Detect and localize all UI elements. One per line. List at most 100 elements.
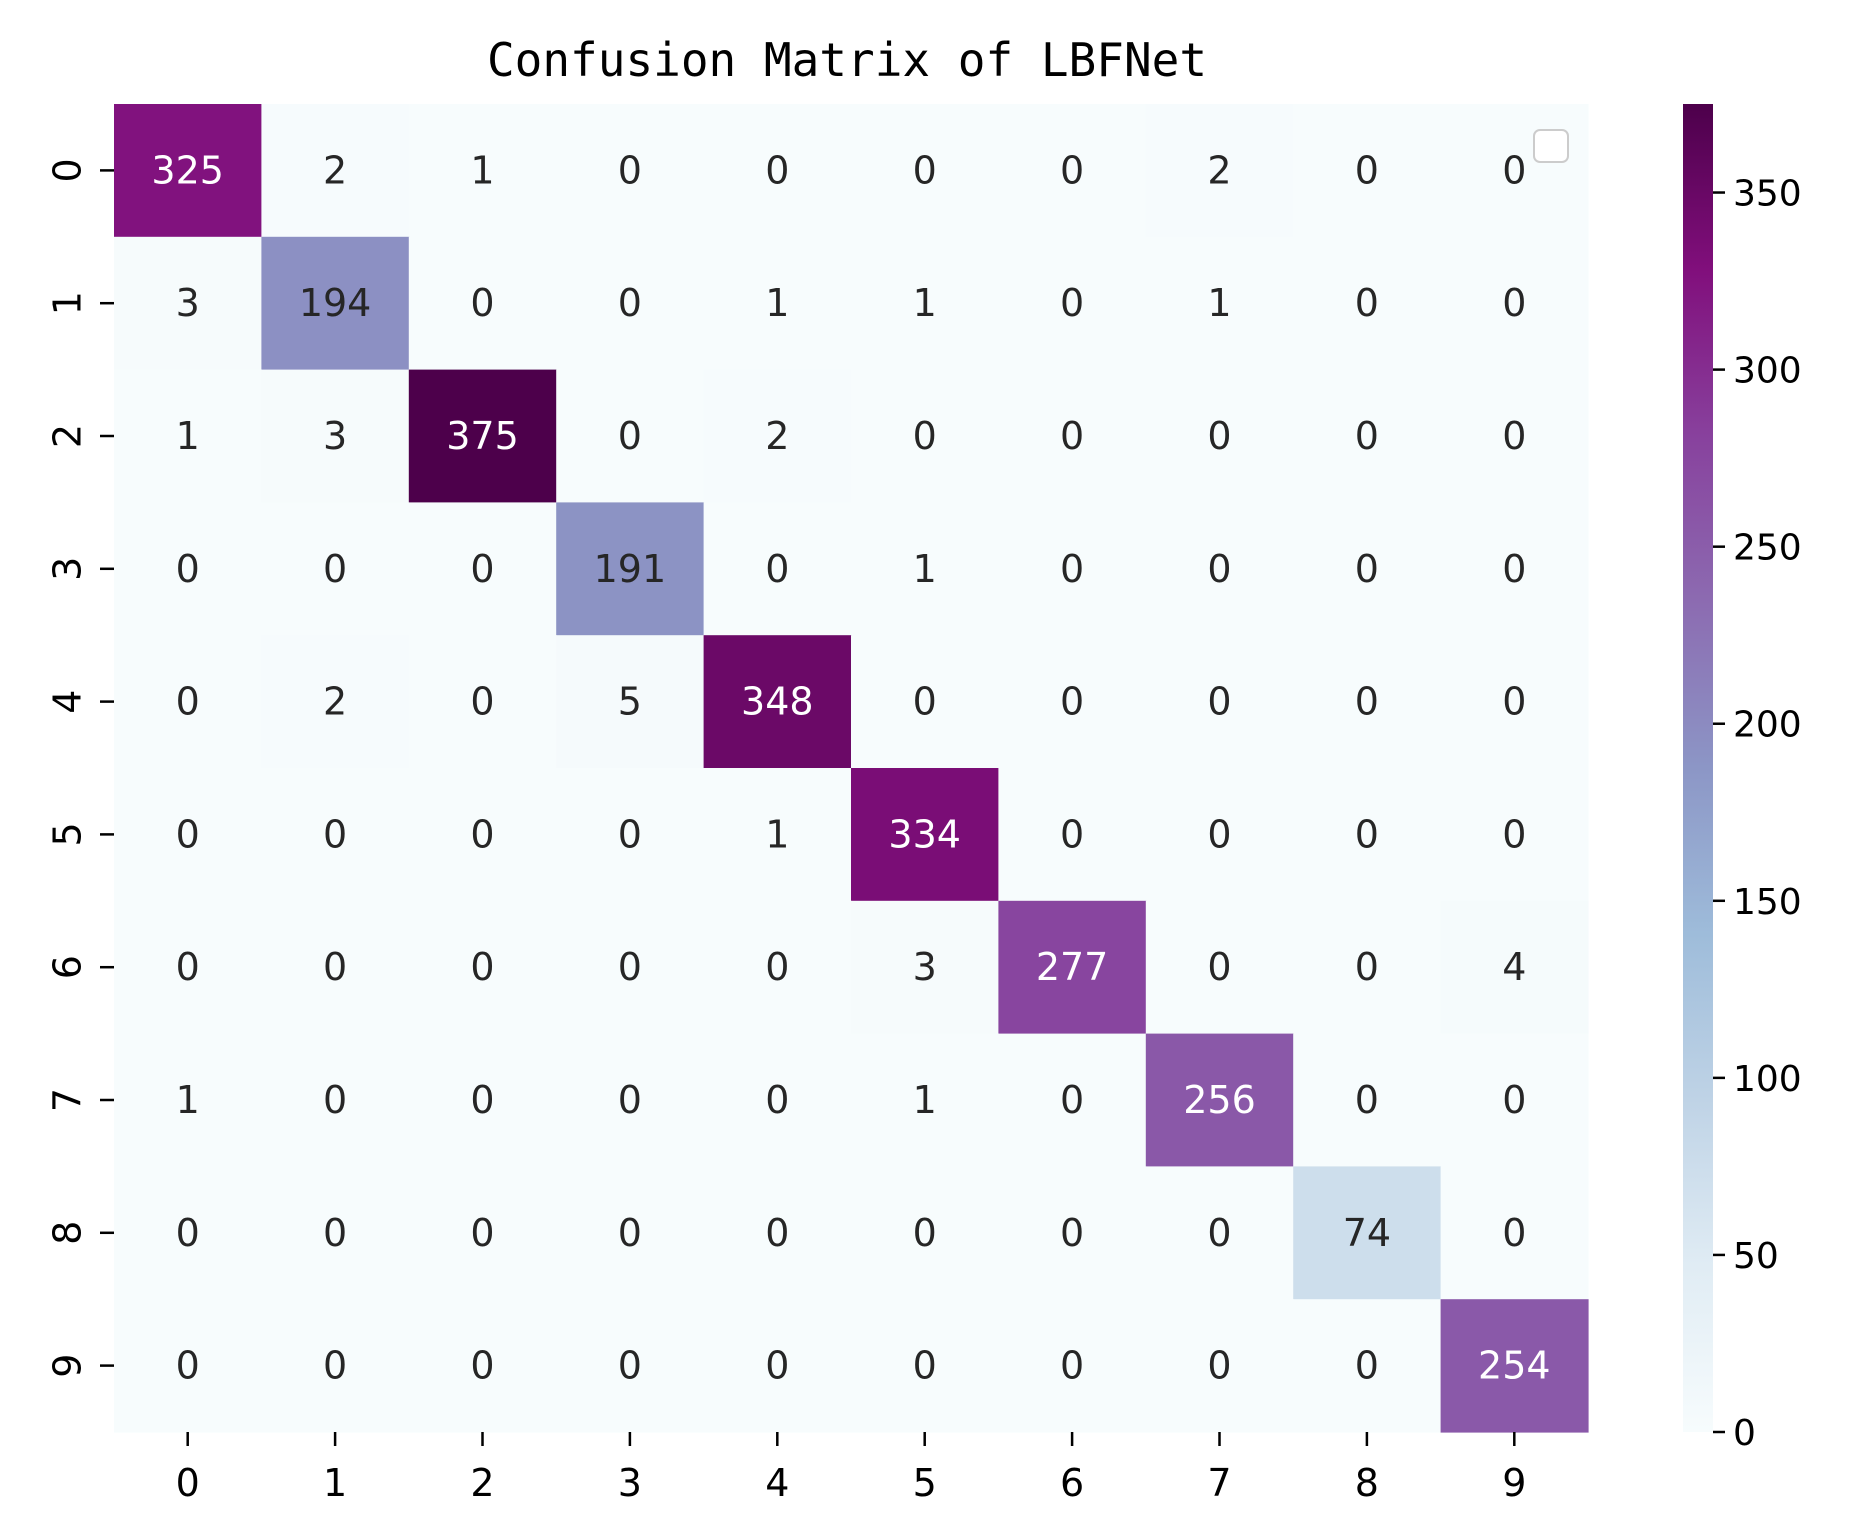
heatmap-cell [998,900,1147,1035]
cell-value-label: 0 [765,945,789,989]
cell-value-label: 0 [176,1344,200,1388]
cell-value-label: 0 [323,945,347,989]
x-tick-label: 2 [470,1461,494,1505]
cell-value-label: 0 [1207,414,1231,458]
heatmap-cells: 325 2 1 0 0 0 0 2 0 03 194 0 0 1 1 0 1 0 01 3 375 0 2 0 0 0 0 00 0 0 1… [114,104,1589,1433]
cell-value-label: 0 [1355,414,1379,458]
heatmap-cell [261,236,410,371]
cell-value-label: 0 [765,1211,789,1255]
cell-value-label: 0 [470,547,494,591]
heatmap-cell [114,1166,262,1300]
heatmap-cell [1145,502,1294,636]
cell-value-label: 0 [470,1078,494,1122]
cell-value-label: 0 [176,812,200,856]
colorbar-tick-label: 300 [1733,351,1802,392]
heatmap-cell [1440,768,1589,902]
heatmap-cell [556,236,705,371]
cell-value-label: 0 [1502,1211,1526,1255]
heatmap-cell [1440,369,1589,503]
heatmap-cell [556,635,705,769]
heatmap-cell [1145,1299,1294,1433]
heatmap-cell [998,236,1147,371]
cell-value-label: 2 [323,680,347,724]
cell-value-label: 0 [323,1211,347,1255]
y-tick-label: 5 [46,822,90,846]
cell-value-label: 2 [323,148,347,192]
x-axis: 0 1 2 3 4 5 6 7 8 9 [176,1432,1526,1505]
heatmap-cell [1293,1166,1442,1300]
y-tick-label: 1 [46,291,90,315]
heatmap-cell [1440,104,1589,238]
cell-value-label: 0 [765,1078,789,1122]
colorbar-tick-label: 50 [1733,1236,1779,1277]
cell-value-label: 1 [1207,281,1231,325]
y-tick-label: 8 [46,1221,90,1245]
heatmap-cell [261,635,410,769]
heatmap-cell [261,1299,410,1433]
colorbar-tick-label: 200 [1733,705,1802,746]
heatmap-cell [851,236,999,371]
cell-value-label: 1 [913,547,937,591]
heatmap-cell [1145,236,1294,371]
heatmap-cell [1440,900,1589,1035]
heatmap-cell [1293,104,1442,238]
y-tick-label: 4 [46,690,90,714]
colorbar-tick-label: 0 [1733,1413,1756,1454]
cell-value-label: 0 [1502,680,1526,724]
y-axis: 0 1 2 3 4 5 6 7 8 9 [46,158,114,1378]
cell-value-label: 348 [741,680,814,724]
y-tick-label: 9 [46,1354,90,1378]
cell-value-label: 0 [1355,1344,1379,1388]
heatmap-cell [1440,502,1589,636]
heatmap-cell [1145,1166,1294,1300]
cell-value-label: 1 [176,414,200,458]
cell-value-label: 0 [618,1344,642,1388]
cell-value-label: 0 [470,281,494,325]
cell-value-label: 1 [913,1078,937,1122]
cell-value-label: 0 [1355,945,1379,989]
cell-value-label: 0 [765,1344,789,1388]
heatmap-cell [114,1299,262,1433]
heatmap-cell [1293,768,1442,902]
heatmap-cell [556,104,705,238]
heatmap-cell [998,1299,1147,1433]
heatmap-cell [556,1033,705,1167]
colorbar-tick-label: 350 [1733,174,1802,215]
cell-value-label: 74 [1343,1211,1391,1255]
heatmap-cell [1293,635,1442,769]
cell-value-label: 0 [176,945,200,989]
heatmap-cell [114,1033,262,1167]
cell-value-label: 0 [1060,414,1084,458]
heatmap-cell [703,1299,852,1433]
heatmap-cell [408,104,557,238]
cell-value-label: 0 [176,1211,200,1255]
cell-value-label: 0 [1502,148,1526,192]
cell-value-label: 0 [1502,547,1526,591]
heatmap-cell [703,900,852,1035]
cell-value-label: 0 [1502,1078,1526,1122]
cell-value-label: 0 [618,945,642,989]
heatmap-cell [114,635,262,769]
heatmap-cell [261,104,410,238]
cell-value-label: 0 [1355,547,1379,591]
heatmap-cell [261,502,410,636]
heatmap-cell [114,900,262,1035]
y-tick-label: 2 [46,424,90,448]
cell-value-label: 0 [470,812,494,856]
heatmap-cell [998,502,1147,636]
heatmap-cell [1145,1033,1294,1167]
heatmap-cell [556,369,705,503]
heatmap-cell [998,1033,1147,1167]
cell-value-label: 0 [1355,680,1379,724]
colorbar: 0 50 100 150 200 250 300 350 [1683,104,1802,1454]
heatmap-cell [556,768,705,902]
cell-value-label: 5 [618,680,642,724]
cell-value-label: 0 [176,547,200,591]
heatmap-cell [703,502,852,636]
cell-value-label: 1 [470,148,494,192]
cell-value-label: 256 [1183,1078,1256,1122]
cell-value-label: 325 [151,148,224,192]
cell-value-label: 0 [618,414,642,458]
heatmap-cell [998,635,1147,769]
